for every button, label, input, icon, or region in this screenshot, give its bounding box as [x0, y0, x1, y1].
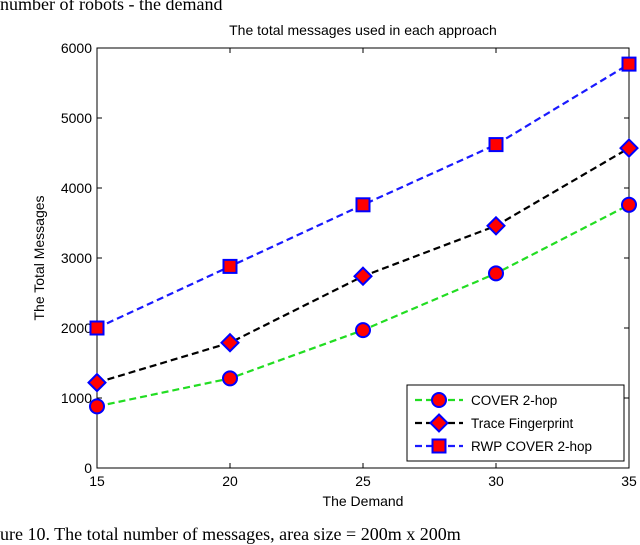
data-point-diamond	[87, 372, 107, 393]
data-point-square	[621, 56, 637, 72]
data-point-square	[355, 197, 371, 213]
data-point-circle	[355, 322, 371, 339]
series-rwp-cover-2-hop	[89, 56, 637, 336]
y-tick-label: 3000	[61, 250, 92, 266]
y-tick-label: 2000	[61, 320, 92, 336]
legend-label: RWP COVER 2-hop	[471, 439, 592, 454]
chart-title: The total messages used in each approach	[229, 22, 497, 38]
y-tick-label: 4000	[61, 180, 92, 196]
figure-caption-fragment-top: number of robots - the demand	[0, 0, 223, 14]
data-point-square	[89, 320, 105, 336]
data-point-square	[488, 137, 504, 153]
axes: 15 20 25 30 35 0 1000 2000 3000 4000 5000 6000	[61, 40, 637, 489]
figure-caption: ure 10. The total number of messages, ar…	[0, 524, 461, 544]
legend-item: RWP COVER 2-hop	[415, 438, 592, 454]
legend-marker-square	[431, 438, 447, 454]
legend: COVER 2-hop Trace Fingerprint RWP COVER 2-…	[406, 384, 625, 462]
legend-item: Trace Fingerprint	[415, 413, 574, 433]
data-point-circle	[621, 196, 637, 213]
x-tick-label: 30	[488, 473, 504, 489]
x-tick-label: 20	[222, 473, 238, 489]
data-point-diamond	[486, 215, 506, 236]
x-tick-label: 25	[355, 473, 371, 489]
y-axis-label: The Total Messages	[31, 195, 47, 320]
y-tick-label: 5000	[61, 110, 92, 126]
data-point-circle	[89, 398, 105, 415]
data-point-diamond	[220, 332, 240, 353]
legend-label: COVER 2-hop	[471, 393, 557, 408]
series-line	[96, 63, 630, 329]
y-tick-label: 6000	[61, 40, 92, 56]
series-layer	[87, 56, 639, 415]
y-tick-label: 1000	[61, 390, 92, 406]
legend-label: Trace Fingerprint	[471, 416, 574, 431]
legend-marker-diamond	[429, 413, 449, 433]
x-tick-label: 15	[89, 473, 105, 489]
data-point-diamond	[353, 266, 373, 287]
legend-item: COVER 2-hop	[415, 392, 557, 408]
data-point-circle	[488, 265, 504, 282]
data-point-circle	[222, 370, 238, 387]
y-tick-label: 0	[84, 460, 92, 476]
legend-marker-circle	[431, 392, 447, 408]
data-point-diamond	[619, 138, 639, 159]
x-tick-label: 35	[621, 473, 637, 489]
series-cover-2-hop	[89, 196, 637, 415]
data-point-square	[222, 258, 238, 274]
x-axis-label: The Demand	[323, 493, 404, 509]
series-trace-fingerprint	[87, 138, 639, 393]
